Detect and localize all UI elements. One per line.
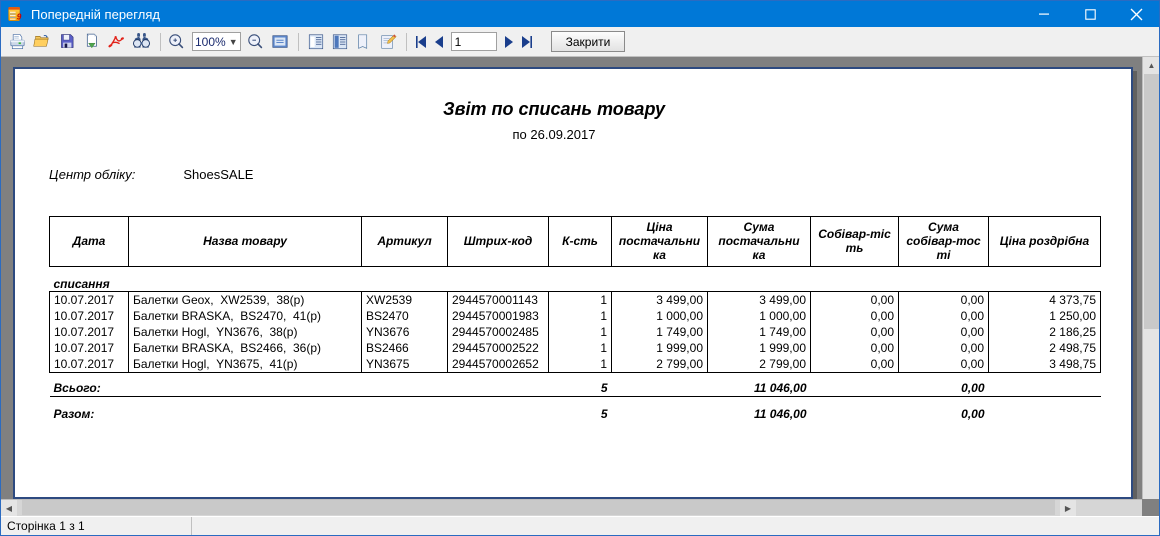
svg-text:9: 9 bbox=[17, 12, 22, 21]
